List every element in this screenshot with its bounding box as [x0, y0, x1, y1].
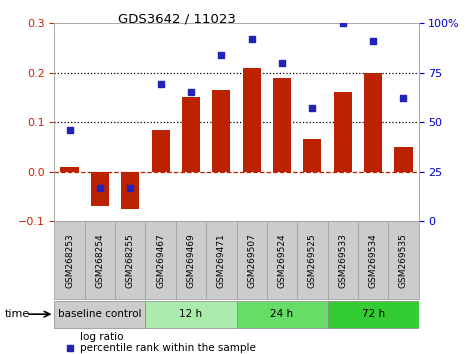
- Text: GSM269534: GSM269534: [368, 233, 377, 287]
- FancyBboxPatch shape: [236, 221, 267, 299]
- Text: 72 h: 72 h: [361, 309, 385, 319]
- Text: baseline control: baseline control: [58, 309, 142, 319]
- Text: 12 h: 12 h: [179, 309, 202, 319]
- FancyBboxPatch shape: [145, 221, 176, 299]
- Bar: [273, 78, 291, 172]
- FancyBboxPatch shape: [297, 221, 327, 299]
- Point: [218, 52, 225, 58]
- Text: GSM269533: GSM269533: [338, 233, 347, 288]
- Bar: [303, 139, 322, 172]
- Text: GSM269525: GSM269525: [308, 233, 317, 287]
- Point: [66, 127, 73, 133]
- Text: GSM269524: GSM269524: [278, 233, 287, 287]
- Bar: [212, 90, 230, 172]
- Point: [400, 96, 407, 101]
- Text: 24 h: 24 h: [271, 309, 294, 319]
- Text: GSM269471: GSM269471: [217, 233, 226, 287]
- Bar: [151, 130, 170, 172]
- FancyBboxPatch shape: [85, 221, 115, 299]
- Point: [126, 185, 134, 190]
- Point: [278, 60, 286, 65]
- Point: [66, 345, 74, 350]
- Text: GSM268255: GSM268255: [126, 233, 135, 287]
- FancyBboxPatch shape: [176, 221, 206, 299]
- FancyBboxPatch shape: [115, 221, 145, 299]
- Text: GSM268253: GSM268253: [65, 233, 74, 287]
- Bar: [394, 147, 412, 172]
- Text: GSM269507: GSM269507: [247, 233, 256, 288]
- Bar: [243, 68, 261, 172]
- Text: percentile rank within the sample: percentile rank within the sample: [80, 343, 256, 353]
- FancyBboxPatch shape: [145, 301, 236, 328]
- Text: GSM269469: GSM269469: [186, 233, 195, 287]
- Bar: [121, 172, 140, 209]
- Point: [187, 90, 195, 95]
- Bar: [182, 97, 200, 172]
- Point: [96, 185, 104, 190]
- FancyBboxPatch shape: [267, 221, 297, 299]
- Text: GSM268254: GSM268254: [96, 233, 105, 287]
- FancyBboxPatch shape: [388, 221, 419, 299]
- Bar: [91, 172, 109, 206]
- FancyBboxPatch shape: [327, 221, 358, 299]
- Bar: [364, 73, 382, 172]
- Point: [248, 36, 255, 42]
- Text: GSM269467: GSM269467: [156, 233, 165, 287]
- Point: [157, 82, 165, 87]
- Text: GDS3642 / 11023: GDS3642 / 11023: [118, 12, 236, 25]
- Text: log ratio: log ratio: [80, 332, 124, 342]
- Text: GSM269535: GSM269535: [399, 233, 408, 288]
- Point: [369, 38, 377, 44]
- FancyBboxPatch shape: [54, 221, 85, 299]
- FancyBboxPatch shape: [236, 301, 327, 328]
- FancyBboxPatch shape: [54, 301, 145, 328]
- FancyBboxPatch shape: [206, 221, 236, 299]
- FancyBboxPatch shape: [358, 221, 388, 299]
- Point: [339, 20, 347, 26]
- Text: time: time: [5, 309, 30, 319]
- FancyBboxPatch shape: [327, 301, 419, 328]
- Point: [308, 105, 316, 111]
- Bar: [333, 92, 352, 172]
- Bar: [61, 167, 79, 172]
